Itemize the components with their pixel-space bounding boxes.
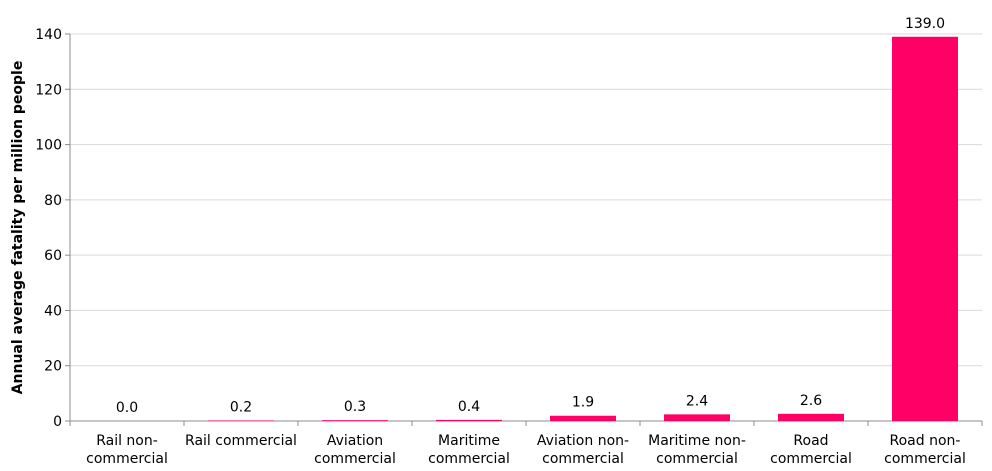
x-category-label: Aviation non-commercial <box>537 433 629 467</box>
data-label: 2.6 <box>800 393 822 409</box>
x-category-label-line: commercial <box>314 451 396 467</box>
x-category-label-line: commercial <box>656 451 738 467</box>
gridlines <box>70 33 982 367</box>
x-category-label-line: Aviation <box>327 433 383 449</box>
bars <box>208 36 958 422</box>
x-category-label-line: Rail non- <box>96 433 158 449</box>
y-tick-label: 120 <box>35 82 62 98</box>
x-category-label-line: Maritime non- <box>648 433 746 449</box>
x-category-label-line: Road <box>793 433 828 449</box>
bar <box>208 420 274 421</box>
x-category-label: Rail non-commercial <box>86 433 168 467</box>
x-category-label: Road non-commercial <box>884 433 966 467</box>
x-category-label-line: commercial <box>884 451 966 467</box>
data-label: 2.4 <box>686 393 708 409</box>
x-category-label-line: commercial <box>86 451 168 467</box>
x-category-label-line: commercial <box>428 451 510 467</box>
x-category-label-line: Rail commercial <box>185 433 297 449</box>
y-tick-label: 0 <box>53 414 62 430</box>
x-category-label-line: Maritime <box>438 433 500 449</box>
x-category-label-line: Road non- <box>890 433 961 449</box>
x-category-label-line: Aviation non- <box>537 433 629 449</box>
labels: 0 20 40 60 80 100 120 140 0.0 Rail non-commercial… <box>35 16 966 467</box>
data-label: 1.9 <box>572 395 594 411</box>
y-axis-title: Annual average fatality per million peop… <box>10 61 26 395</box>
y-tick-label: 40 <box>44 303 62 319</box>
y-tick-label: 80 <box>44 193 62 209</box>
bar <box>436 419 502 421</box>
data-label: 0.0 <box>116 400 138 416</box>
x-category-label: Rail commercial <box>185 433 297 449</box>
data-label: 0.2 <box>230 399 252 415</box>
bar <box>892 36 958 422</box>
data-label: 0.4 <box>458 399 480 415</box>
y-tick-label: 60 <box>44 248 62 264</box>
x-category-label: Aviation commercial <box>314 433 396 467</box>
bar <box>550 415 616 421</box>
x-category-label: Maritime non-commercial <box>648 433 746 467</box>
bar <box>322 420 388 421</box>
x-category-label: Road commercial <box>770 433 852 467</box>
x-category-label-line: commercial <box>542 451 624 467</box>
x-category-label: Maritime commercial <box>428 433 510 467</box>
bar <box>778 413 844 421</box>
data-label: 139.0 <box>905 16 945 32</box>
axes <box>65 33 983 426</box>
y-tick-label: 20 <box>44 359 62 375</box>
bar <box>664 414 730 421</box>
y-tick-label: 140 <box>35 27 62 43</box>
y-tick-label: 100 <box>35 138 62 154</box>
data-label: 0.3 <box>344 399 366 415</box>
x-category-label-line: commercial <box>770 451 852 467</box>
